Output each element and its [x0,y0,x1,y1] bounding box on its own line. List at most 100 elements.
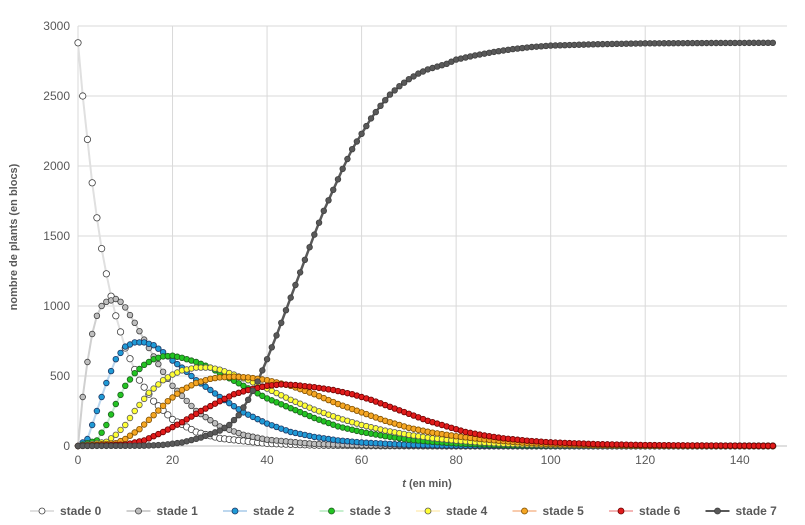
data-point [202,413,209,421]
series-layer [74,39,777,450]
data-point [131,429,138,436]
data-point [292,281,299,289]
data-point [311,231,318,238]
data-point [396,82,403,90]
data-point [103,379,110,387]
data-point [216,427,223,434]
data-point [136,401,143,409]
data-point [320,207,327,214]
data-point [230,416,238,424]
data-point [140,383,148,391]
data-point [221,424,228,431]
y-tick-label: 2000 [43,159,70,173]
data-point [112,431,120,438]
data-point [249,387,257,394]
y-tick-label: 3000 [43,19,70,33]
data-point [112,400,120,408]
data-point [226,421,233,429]
data-point [117,426,124,434]
data-point [136,365,143,373]
data-point [122,382,129,389]
series-markers-4 [74,364,777,450]
data-point [88,421,96,429]
data-point [150,342,157,349]
data-point [79,92,87,100]
data-point [150,385,157,392]
x-axis-title-rest: (en min) [406,478,452,490]
y-tick-label: 500 [50,369,70,383]
data-point [126,432,134,439]
data-point [183,397,190,405]
series-markers-6 [74,381,777,450]
legend-label: stade 2 [253,504,295,518]
data-point [235,412,242,419]
data-point [131,319,138,326]
data-point [268,344,275,351]
data-point [98,302,105,310]
data-point [769,39,777,46]
y-tick-label: 1000 [43,299,70,313]
data-point [74,39,82,47]
data-point [159,368,167,375]
data-point [112,295,120,303]
data-point [358,130,365,137]
data-point [183,416,190,423]
legend-marker [617,507,625,515]
data-point [159,377,167,384]
data-point [126,376,134,383]
x-axis-title: t (en min) [402,478,452,490]
data-point [339,165,346,172]
grid-lines [77,25,787,447]
y-axis-title: nombre de plants (en blocs) [8,163,20,310]
legend-marker [135,507,142,515]
data-point [377,102,384,109]
x-tick-label: 140 [730,453,750,467]
data-point [116,328,125,336]
data-point [315,219,323,226]
data-point [230,403,238,410]
x-tick-label: 40 [260,453,274,467]
data-point [103,421,110,429]
data-point [112,356,120,363]
legend-label: stade 5 [543,504,585,518]
series-line-0 [77,42,773,447]
data-point [126,414,134,422]
data-point [188,372,195,380]
data-point [131,407,138,415]
data-point [174,390,181,397]
data-point [155,381,162,388]
data-point [83,135,92,143]
legend-marker [714,507,721,515]
data-point [117,298,124,305]
y-tick-labels: 0 500 1000 1500 2000 2500 3000 [43,19,70,453]
x-tick-label: 80 [449,453,463,467]
data-point [363,122,370,130]
legend-marker [231,507,239,515]
data-point [287,294,294,301]
data-point [126,311,134,319]
data-point [98,429,105,436]
data-point [102,270,110,278]
data-point [330,186,337,193]
data-point [122,304,129,311]
data-point [140,361,148,368]
data-point [405,75,413,83]
data-point [344,155,351,163]
data-point [140,395,148,403]
legend-label: stade 1 [157,504,199,518]
data-point [93,214,101,222]
data-point [131,370,138,377]
data-point [145,389,153,396]
legend-label: stade 0 [60,504,102,518]
data-point [259,367,266,374]
data-point [107,367,115,375]
data-point [155,345,162,352]
data-point [93,312,101,319]
legend-marker [424,507,432,515]
data-point [207,417,214,424]
y-tick-label: 0 [63,439,70,453]
data-point [169,394,176,401]
data-point [117,349,124,357]
data-point [372,108,379,116]
data-point [367,115,375,122]
